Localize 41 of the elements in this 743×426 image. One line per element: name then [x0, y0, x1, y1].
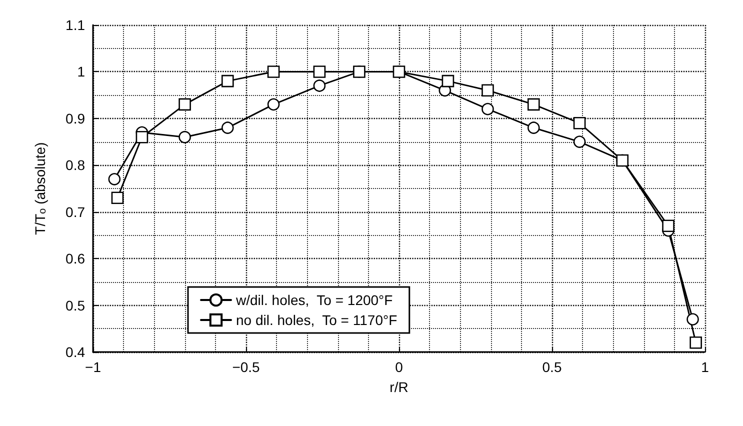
point: [313, 80, 326, 92]
point: [616, 154, 629, 167]
point: [178, 98, 191, 111]
legend-label: no dil. holes, To = 1170°F: [236, 312, 398, 328]
y-tick-label: 0.6: [66, 250, 86, 267]
point: [267, 66, 280, 78]
point: [573, 136, 586, 148]
x-tick-label: −0.5: [232, 359, 260, 375]
x-tick-label: 0.5: [542, 359, 562, 375]
point: [690, 336, 702, 349]
point: [573, 116, 586, 130]
x-tick-label: 1: [701, 359, 710, 375]
x-tick-label: 0: [395, 359, 404, 375]
point: [527, 98, 540, 111]
point: [442, 74, 454, 88]
point: [482, 84, 494, 97]
y-tick-label: 0.8: [66, 157, 86, 174]
point: [482, 102, 494, 116]
point: [111, 192, 124, 204]
point: [136, 130, 148, 144]
point: [178, 130, 191, 144]
y-tick-label: 0.7: [66, 204, 86, 220]
point: [267, 98, 280, 111]
y-tick-label: 0.4: [66, 344, 86, 360]
point: [392, 66, 406, 78]
point: [221, 74, 234, 88]
x-axis-title: r/R: [390, 379, 408, 395]
point: [313, 66, 326, 78]
point: [686, 313, 699, 326]
y-axis-title: T/To (absolute): [32, 142, 48, 235]
point: [528, 122, 540, 134]
point: [108, 173, 121, 186]
legend-label: w/dil. holes, To = 1200°F: [235, 292, 393, 308]
y-tick-label: 1: [77, 64, 86, 80]
y-tick-label: 0.9: [66, 110, 86, 126]
point: [662, 220, 674, 232]
point: [222, 122, 234, 134]
point: [353, 66, 366, 78]
x-tick-label: −1: [85, 359, 102, 375]
y-tick-label: 1.1: [66, 17, 86, 33]
y-tick-label: 0.5: [66, 297, 86, 314]
